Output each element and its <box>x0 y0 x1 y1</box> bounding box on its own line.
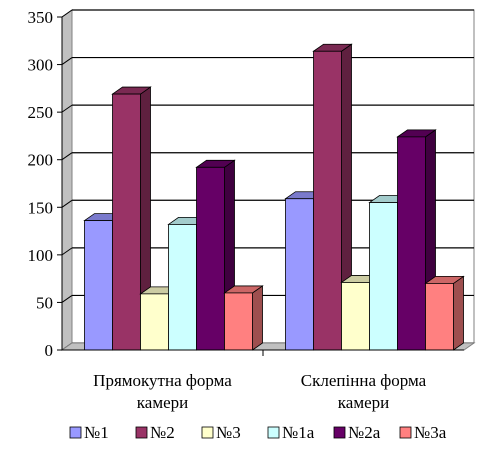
bar <box>397 136 426 351</box>
y-tick-label: 150 <box>28 198 54 217</box>
legend-label: №2а <box>348 423 381 442</box>
gridline-side <box>61 104 73 113</box>
x-category-label: Прямокутна форма камери <box>93 371 232 412</box>
legend-label: №1а <box>282 423 315 442</box>
y-axis: 0 50 100 150 200 250 300 350 <box>28 8 63 360</box>
bar <box>224 292 253 351</box>
y-tick-label: 350 <box>28 8 54 27</box>
x-category-label-line: камери <box>338 393 389 412</box>
gridline-side <box>61 9 73 18</box>
gridline-side <box>61 247 73 256</box>
legend-label: №1 <box>84 423 109 442</box>
bar-side <box>453 275 464 351</box>
y-tick-label: 100 <box>28 246 54 265</box>
bar <box>84 220 113 351</box>
y-tick-label: 300 <box>28 56 54 75</box>
y-tick-label: 200 <box>28 151 54 170</box>
gridline-side <box>61 199 73 208</box>
x-category-label-line: камери <box>137 393 188 412</box>
x-category-label: Склепінна форма камери <box>301 371 427 412</box>
legend: №1 №2 №3 №1а №2а №3а <box>69 423 447 442</box>
legend-swatch <box>69 426 82 439</box>
legend-label: №3 <box>216 423 241 442</box>
legend-swatch <box>267 426 280 439</box>
bar <box>112 93 141 351</box>
legend-label: №3а <box>414 423 447 442</box>
bar <box>168 224 197 351</box>
bar <box>140 293 169 351</box>
bar <box>341 282 370 351</box>
y-tick-label: 50 <box>36 293 53 312</box>
gridline-side <box>61 57 73 65</box>
legend-swatch <box>333 426 346 439</box>
bar <box>313 50 342 351</box>
x-axis: Прямокутна форма камери Склепінна форма кам… <box>62 349 464 412</box>
gridline-side <box>61 295 73 303</box>
x-category-label-line: Склепінна форма <box>301 371 427 390</box>
bar-side <box>252 285 263 351</box>
x-category-label-line: Прямокутна форма <box>93 371 232 390</box>
legend-label: №2 <box>150 423 175 442</box>
legend-swatch <box>135 426 148 439</box>
bar <box>196 166 225 351</box>
y-tick-label: 250 <box>28 103 54 122</box>
bars <box>83 43 465 351</box>
bar <box>285 198 314 351</box>
bar <box>369 202 398 351</box>
y-tick-label: 0 <box>45 341 54 360</box>
gridline-side <box>61 152 73 161</box>
legend-swatch <box>201 426 214 439</box>
bar <box>425 282 454 351</box>
legend-swatch <box>399 426 412 439</box>
